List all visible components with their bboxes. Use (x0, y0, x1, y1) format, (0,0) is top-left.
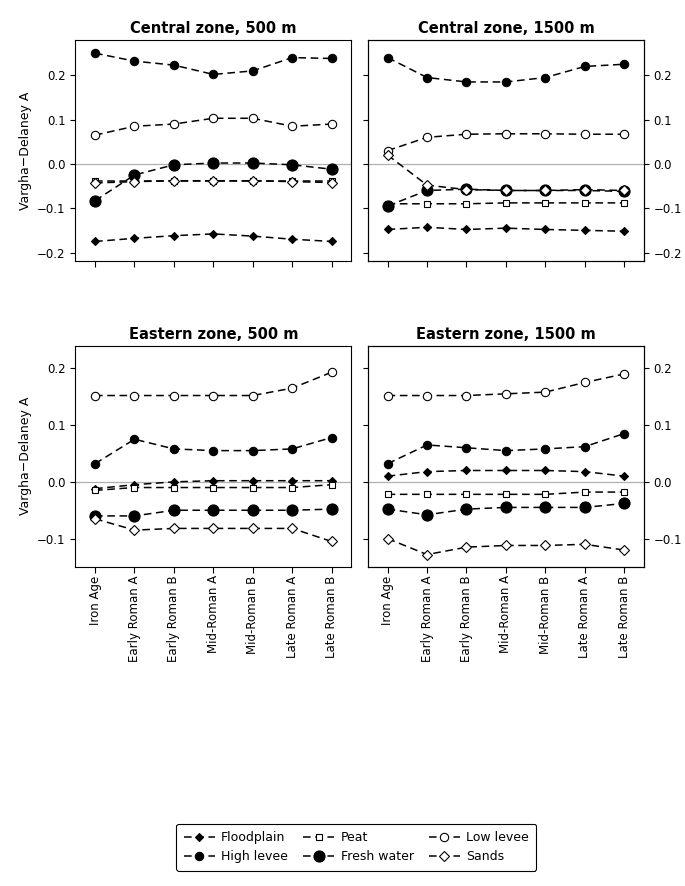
Title: Central zone, 1500 m: Central zone, 1500 m (418, 21, 595, 36)
Legend: Floodplain, High levee, Peat, Fresh water, Low levee, Sands: Floodplain, High levee, Peat, Fresh wate… (176, 824, 536, 871)
Title: Eastern zone, 500 m: Eastern zone, 500 m (129, 327, 298, 342)
Y-axis label: Vargha−Delaney A: Vargha−Delaney A (18, 397, 32, 516)
Y-axis label: Vargha−Delaney A: Vargha−Delaney A (18, 91, 32, 210)
Title: Eastern zone, 1500 m: Eastern zone, 1500 m (416, 327, 596, 342)
Title: Central zone, 500 m: Central zone, 500 m (130, 21, 297, 36)
